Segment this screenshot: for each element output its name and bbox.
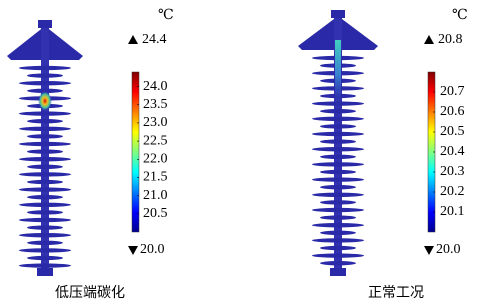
colorbar bbox=[132, 72, 139, 232]
max-label: 20.8 bbox=[438, 32, 463, 47]
colorbar-tick-label: 21.5 bbox=[143, 170, 168, 185]
colorbar-tick-label: 20.2 bbox=[440, 184, 465, 199]
colorbar-tick-label: 21.0 bbox=[143, 188, 168, 203]
insulator-shed bbox=[320, 155, 356, 159]
colorbar-tick-label: 20.5 bbox=[143, 206, 168, 221]
insulator-shed bbox=[320, 261, 356, 265]
colorbar-tick-label: 20.3 bbox=[440, 164, 465, 179]
max-label: 24.4 bbox=[142, 32, 167, 47]
insulator-shed bbox=[19, 127, 71, 131]
insulator-shed bbox=[19, 81, 71, 85]
page: {"chart_data": [ {"type": "colorbar", "t… bbox=[0, 0, 479, 303]
colorbar-tick-label: 22.5 bbox=[143, 133, 168, 148]
warm-core bbox=[335, 40, 341, 110]
insulator-shed bbox=[19, 157, 71, 161]
insulator-shed bbox=[312, 147, 364, 151]
colorbar-tick-label: 20.1 bbox=[440, 204, 465, 219]
insulator-shed bbox=[320, 215, 356, 219]
insulator-shed bbox=[312, 132, 364, 136]
insulator-shed bbox=[19, 187, 71, 191]
insulator-shed bbox=[320, 200, 356, 204]
unit-label: ℃ bbox=[158, 8, 174, 23]
insulator bbox=[298, 10, 378, 276]
insulator-shed bbox=[19, 66, 71, 70]
insulator-shed bbox=[312, 162, 364, 166]
max-marker bbox=[424, 35, 434, 44]
colorbar-tick-label: 22.0 bbox=[143, 151, 168, 166]
insulator-shed bbox=[27, 225, 63, 229]
insulator-shed bbox=[312, 117, 364, 121]
insulator-shed bbox=[19, 142, 71, 146]
colorbar-tick-label: 20.4 bbox=[440, 144, 465, 159]
min-label: 20.0 bbox=[436, 242, 461, 257]
insulator-shed bbox=[19, 218, 71, 222]
colorbar-tick-label: 24.0 bbox=[143, 79, 168, 94]
colorbar-tick-label: 20.7 bbox=[440, 84, 465, 99]
insulator-shed bbox=[320, 139, 356, 143]
insulator-shed bbox=[320, 231, 356, 235]
colorbar-tick-label: 20.5 bbox=[440, 124, 465, 139]
insulator bbox=[7, 20, 83, 276]
insulator-shed bbox=[312, 177, 364, 181]
insulator-shed bbox=[312, 223, 364, 227]
figure: 20.5 21.0 21.5 22.0 22.5 23.0 23.5 24.0 ℃ 24.4 20.… bbox=[0, 0, 479, 303]
insulator-shed bbox=[27, 165, 63, 169]
insulator-shed bbox=[312, 208, 364, 212]
insulator-shed bbox=[27, 149, 63, 153]
insulator-shed bbox=[320, 185, 356, 189]
insulator-shed bbox=[27, 241, 63, 245]
insulator-shed bbox=[312, 193, 364, 197]
hot-spot bbox=[38, 91, 52, 111]
min-label: 20.0 bbox=[140, 242, 165, 257]
insulator-shed bbox=[312, 238, 364, 242]
insulator-shed bbox=[19, 263, 71, 267]
min-marker bbox=[424, 246, 434, 255]
insulator-shed bbox=[27, 195, 63, 199]
insulator-shed bbox=[320, 246, 356, 250]
insulator-shed bbox=[312, 253, 364, 257]
insulator-shed bbox=[27, 134, 63, 138]
insulator-shed bbox=[19, 172, 71, 176]
insulator-shed bbox=[19, 203, 71, 207]
insulator-shed bbox=[27, 119, 63, 123]
insulator-base bbox=[37, 268, 53, 276]
chart-title: 低压端碳化 bbox=[55, 285, 125, 301]
min-marker bbox=[128, 246, 138, 255]
insulator-shed bbox=[19, 233, 71, 237]
insulator-base bbox=[330, 268, 346, 276]
insulator-shed bbox=[320, 124, 356, 128]
unit-label: ℃ bbox=[452, 8, 468, 23]
colorbar-tick-label: 23.0 bbox=[143, 115, 168, 130]
insulator-shed bbox=[19, 111, 71, 115]
insulator-shed bbox=[27, 73, 63, 77]
insulator-shed bbox=[27, 256, 63, 260]
max-marker bbox=[128, 35, 138, 44]
insulator-shed bbox=[27, 210, 63, 214]
insulator-shed bbox=[320, 170, 356, 174]
insulator-shed bbox=[19, 248, 71, 252]
insulator-shed bbox=[27, 180, 63, 184]
colorbar-tick-label: 23.5 bbox=[143, 97, 168, 112]
colorbar-tick-label: 20.6 bbox=[440, 104, 465, 119]
chart-title: 正常工况 bbox=[368, 285, 424, 301]
